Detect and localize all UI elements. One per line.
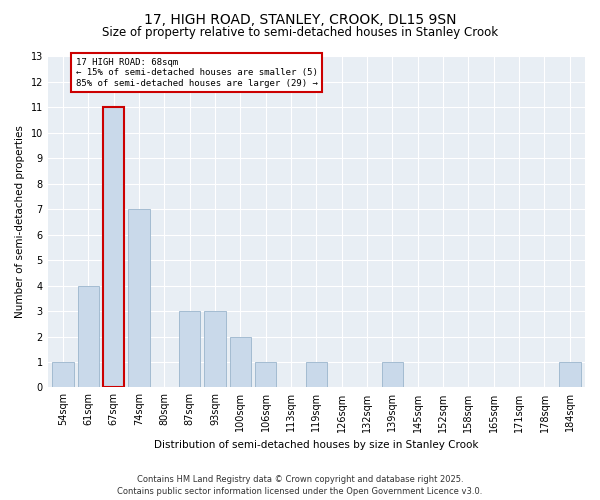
Bar <box>52 362 74 388</box>
Bar <box>305 362 327 388</box>
Bar <box>255 362 277 388</box>
Bar <box>230 336 251 388</box>
Text: 17 HIGH ROAD: 68sqm
← 15% of semi-detached houses are smaller (5)
85% of semi-de: 17 HIGH ROAD: 68sqm ← 15% of semi-detach… <box>76 58 317 88</box>
Text: Contains HM Land Registry data © Crown copyright and database right 2025.
Contai: Contains HM Land Registry data © Crown c… <box>118 475 482 496</box>
Text: Size of property relative to semi-detached houses in Stanley Crook: Size of property relative to semi-detach… <box>102 26 498 39</box>
Bar <box>103 108 124 388</box>
Y-axis label: Number of semi-detached properties: Number of semi-detached properties <box>15 126 25 318</box>
X-axis label: Distribution of semi-detached houses by size in Stanley Crook: Distribution of semi-detached houses by … <box>154 440 479 450</box>
Bar <box>128 209 150 388</box>
Text: 17, HIGH ROAD, STANLEY, CROOK, DL15 9SN: 17, HIGH ROAD, STANLEY, CROOK, DL15 9SN <box>144 12 456 26</box>
Bar <box>179 311 200 388</box>
Bar <box>77 286 99 388</box>
Bar <box>204 311 226 388</box>
Bar <box>382 362 403 388</box>
Bar <box>559 362 581 388</box>
